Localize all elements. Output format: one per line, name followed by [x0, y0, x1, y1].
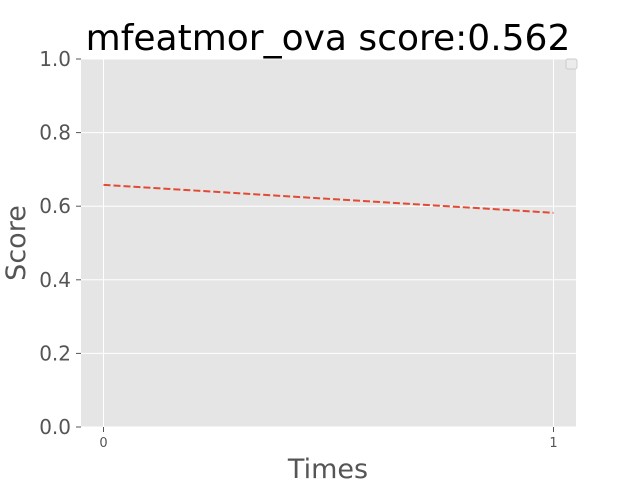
- y-tick-label: 0.4: [39, 268, 71, 292]
- gridlines: [81, 58, 576, 428]
- y-axis-ticks: 0.0 0.2 0.4 0.6 0.8 1.0: [39, 47, 81, 439]
- y-tick-label: 0.2: [39, 341, 71, 365]
- series-layer: [103, 183, 554, 214]
- series-line-0: [103, 183, 554, 214]
- legend-box: [565, 58, 578, 70]
- y-axis-label: Score: [1, 205, 32, 281]
- y-tick-label: 0.0: [39, 415, 71, 439]
- y-tick-label: 0.8: [39, 121, 71, 145]
- x-axis-label: Times: [287, 454, 368, 480]
- chart-title: mfeatmor_ova score:0.562: [86, 18, 571, 59]
- y-tick-label: 0.6: [39, 194, 71, 218]
- x-tick-label: 1: [549, 436, 557, 451]
- plot-area: [81, 59, 576, 427]
- x-tick-label: 0: [99, 436, 107, 451]
- y-tick-label: 1.0: [39, 47, 71, 71]
